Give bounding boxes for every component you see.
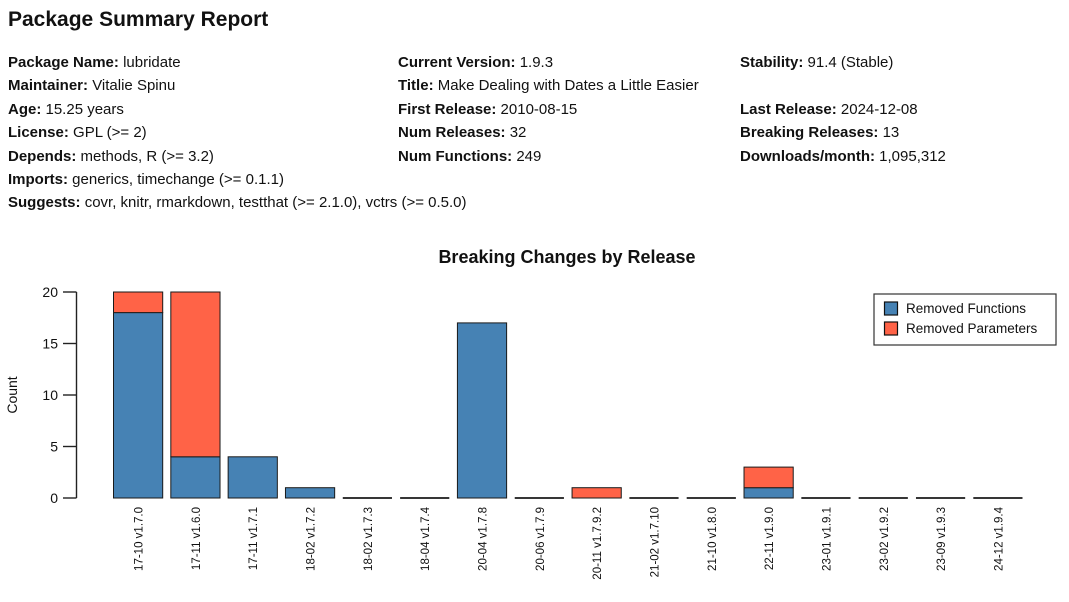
metadata-value: 13 <box>882 124 900 142</box>
metadata-row: Maintainer: Vitalie Spinu <box>8 74 688 97</box>
metadata-row: Current Version: 1.9.3 <box>398 51 1069 74</box>
metadata-value: lubridate <box>123 54 181 71</box>
bar-segment-removed-functions <box>284 487 336 499</box>
metadata-value: generics, timechange (>= 0.1.1) <box>72 170 284 188</box>
metadata-label: Breaking Releases: <box>740 124 883 142</box>
x-axis-tick-label: 23-09 v1.9.3 <box>936 507 948 571</box>
metadata-row: Last Release: 2024-12-08 <box>740 98 1069 121</box>
metadata-row: Stability: 91.4 (Stable) <box>740 51 1069 74</box>
chart-title: Breaking Changes by Release <box>438 247 695 267</box>
metadata-label: Num Functions: <box>398 147 517 165</box>
metadata-label: Depends: <box>8 147 81 165</box>
metadata-label: Suggests: <box>8 194 85 212</box>
metadata-value: Make Dealing with Dates a Little Easier <box>437 77 699 95</box>
metadata-label: Current Version: <box>398 54 520 71</box>
y-axis-tick-label: 20 <box>42 284 58 300</box>
bar-segment-removed-parameters <box>571 487 622 499</box>
metadata-value: 91.4 (Stable) <box>807 54 894 71</box>
x-axis-tick-label: 20-11 v1.7.9.2 <box>592 507 604 580</box>
page-title: Package Summary Report <box>8 8 269 31</box>
metadata-label: License: <box>8 124 74 142</box>
metadata-label: Downloads/month: <box>740 147 880 165</box>
metadata-value: 2010-08-15 <box>500 100 578 118</box>
x-axis-tick-label: 18-02 v1.7.3 <box>363 507 375 571</box>
x-axis-tick-label: 17-10 v1.7.0 <box>134 507 146 571</box>
metadata-value: 15.25 years <box>45 100 124 118</box>
legend-label: Removed Parameters <box>906 321 1038 336</box>
metadata-value: 32 <box>509 124 527 142</box>
metadata-label: Age: <box>8 100 46 118</box>
metadata-column-left: Package Name: lubridate Maintainer: Vital… <box>8 51 688 215</box>
metadata-label: Title: <box>398 77 438 95</box>
x-axis-tick-label: 22-11 v1.9.0 <box>764 507 776 570</box>
metadata-row: License: GPL (>= 2) <box>8 121 688 144</box>
x-axis-tick-label: 17-11 v1.6.0 <box>191 507 203 570</box>
metadata-label: Imports: <box>8 170 73 188</box>
x-axis-tick-label: 24-12 v1.9.4 <box>993 506 1005 571</box>
bar-segment-removed-functions <box>227 456 278 499</box>
metadata-label: Num Releases: <box>398 124 510 142</box>
y-axis-tick-label: 5 <box>50 439 58 455</box>
bar-segment-removed-functions <box>170 456 221 499</box>
metadata-value: 1.9.3 <box>519 54 554 71</box>
metadata-row: Package Name: lubridate <box>8 51 688 74</box>
metadata-column-middle: Current Version: 1.9.3 Title: Make Dealin… <box>398 51 1069 168</box>
metadata-row: Depends: methods, R (>= 3.2) <box>8 145 688 168</box>
metadata-label: Maintainer: <box>8 77 93 95</box>
bar-segment-removed-parameters <box>170 291 221 458</box>
breaking-changes-chart: Breaking Changes by Release 0 5 10 15 20 Count… <box>4 247 1057 580</box>
metadata-value: methods, R (>= 3.2) <box>80 147 214 165</box>
bar-segment-removed-parameters <box>743 466 794 489</box>
x-axis-tick-label: 20-06 v1.7.9 <box>535 507 547 571</box>
y-axis-title: Count <box>4 376 20 413</box>
metadata-value: GPL (>= 2) <box>73 124 147 142</box>
x-axis-tick-label: 21-10 v1.8.0 <box>707 507 719 571</box>
legend-box <box>873 293 1057 346</box>
metadata-value: 1,095,312 <box>879 147 946 165</box>
x-axis-tick-label: 21-02 v1.7.10 <box>649 507 661 577</box>
metadata-row: Downloads/month: 1,095,312 <box>740 145 1069 168</box>
x-axis-tick-label: 17-11 v1.7.1 <box>248 507 260 570</box>
x-axis-tick-label: 20-04 v1.7.8 <box>478 507 490 571</box>
metadata-column-right: Stability: 91.4 (Stable) Last Release: 20… <box>740 51 1069 168</box>
metadata-row: First Release: 2010-08-15 <box>398 98 1069 121</box>
x-axis-tick-label: 18-02 v1.7.2 <box>306 507 318 571</box>
y-axis-tick-label: 10 <box>42 387 58 403</box>
legend-label: Removed Functions <box>906 301 1026 316</box>
metadata-row: Age: 15.25 years <box>8 98 688 121</box>
x-axis-tick-label: 18-04 v1.7.4 <box>420 506 432 571</box>
metadata-label: Stability: <box>740 54 808 71</box>
metadata-row: Imports: generics, timechange (>= 0.1.1) <box>8 168 688 191</box>
metadata-value: Vitalie Spinu <box>92 77 176 95</box>
bar-segment-removed-functions <box>743 487 794 499</box>
legend-swatch <box>883 321 899 336</box>
metadata-label: First Release: <box>398 100 501 118</box>
metadata-row: Suggests: covr, knitr, rmarkdown, testth… <box>8 191 688 214</box>
metadata-row: Title: Make Dealing with Dates a Little … <box>398 74 1069 97</box>
metadata-row: Num Releases: 32 <box>398 121 1069 144</box>
bar-segment-removed-functions <box>456 322 508 499</box>
x-axis-tick-label: 23-01 v1.9.1 <box>821 507 833 571</box>
bar-segment-removed-parameters <box>113 291 164 314</box>
metadata-label: Last Release: <box>740 100 841 118</box>
bar-segment-removed-functions <box>113 312 164 499</box>
metadata-value: 2024-12-08 <box>840 100 918 118</box>
metadata-label: Package Name: <box>8 54 124 71</box>
metadata-value: 249 <box>516 147 542 165</box>
x-axis-tick-label: 23-02 v1.9.2 <box>879 507 891 571</box>
metadata-value: covr, knitr, rmarkdown, testthat (>= 2.1… <box>84 194 467 212</box>
y-axis-tick-label: 0 <box>50 490 58 506</box>
legend-swatch <box>883 301 899 316</box>
metadata-row: Breaking Releases: 13 <box>740 121 1069 144</box>
metadata-row: Num Functions: 249 <box>398 145 1069 168</box>
metadata-row-empty <box>740 74 1069 97</box>
y-axis-tick-label: 15 <box>42 336 58 352</box>
